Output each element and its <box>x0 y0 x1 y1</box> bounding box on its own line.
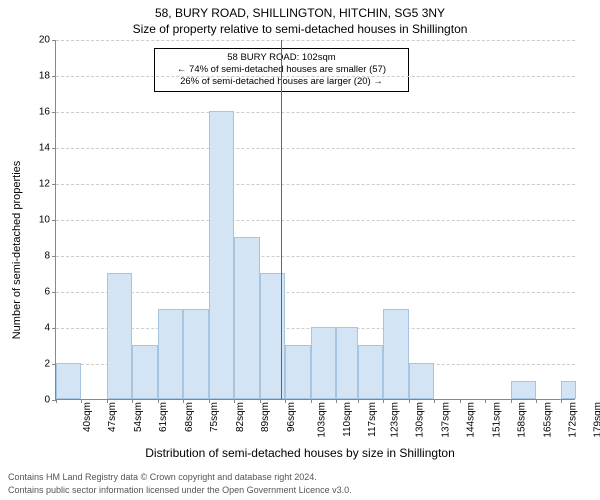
y-tick-mark <box>52 292 56 293</box>
x-tick-label: 82sqm <box>235 402 246 432</box>
histogram-bar <box>107 273 132 399</box>
x-tick-mark <box>511 399 512 403</box>
grid-line <box>56 184 575 185</box>
y-tick-mark <box>52 148 56 149</box>
x-tick-mark <box>311 399 312 403</box>
x-tick-mark <box>132 399 133 403</box>
histogram-bar <box>336 327 358 399</box>
y-tick-mark <box>52 112 56 113</box>
marker-line <box>281 40 282 399</box>
y-tick-label: 20 <box>39 35 50 46</box>
x-tick-mark <box>409 399 410 403</box>
y-tick-label: 2 <box>44 359 50 370</box>
x-tick-mark <box>107 399 108 403</box>
x-tick-label: 165sqm <box>542 402 553 438</box>
y-tick-label: 18 <box>39 71 50 82</box>
histogram-bar <box>183 309 208 399</box>
histogram-bar <box>358 345 383 399</box>
histogram-bar <box>158 309 183 399</box>
x-tick-label: 103sqm <box>317 402 328 438</box>
y-tick-mark <box>52 76 56 77</box>
y-tick-label: 10 <box>39 215 50 226</box>
histogram-bar <box>511 381 536 399</box>
y-tick-mark <box>52 256 56 257</box>
x-tick-mark <box>383 399 384 403</box>
x-tick-mark <box>434 399 435 403</box>
histogram-bar <box>561 381 576 399</box>
y-tick-label: 16 <box>39 107 50 118</box>
x-tick-mark <box>183 399 184 403</box>
x-tick-label: 75sqm <box>209 402 220 432</box>
x-tick-mark <box>561 399 562 403</box>
x-tick-label: 68sqm <box>184 402 195 432</box>
chart-title-sub: Size of property relative to semi-detach… <box>0 22 600 36</box>
x-tick-label: 96sqm <box>286 402 297 432</box>
grid-line <box>56 220 575 221</box>
x-tick-mark <box>260 399 261 403</box>
y-tick-mark <box>52 40 56 41</box>
x-tick-label: 89sqm <box>260 402 271 432</box>
chart-title-main: 58, BURY ROAD, SHILLINGTON, HITCHIN, SG5… <box>0 6 600 20</box>
x-tick-mark <box>209 399 210 403</box>
x-tick-label: 144sqm <box>466 402 477 438</box>
y-tick-label: 4 <box>44 323 50 334</box>
y-tick-label: 14 <box>39 143 50 154</box>
x-tick-label: 137sqm <box>440 402 451 438</box>
grid-line <box>56 112 575 113</box>
footer-line2: Contains public sector information licen… <box>8 485 352 495</box>
x-tick-label: 40sqm <box>82 402 93 432</box>
y-tick-label: 6 <box>44 287 50 298</box>
x-tick-mark <box>158 399 159 403</box>
x-tick-label: 110sqm <box>341 402 352 437</box>
x-tick-label: 54sqm <box>133 402 144 432</box>
x-tick-label: 158sqm <box>517 402 528 438</box>
grid-line <box>56 148 575 149</box>
x-tick-label: 130sqm <box>415 402 426 438</box>
y-tick-label: 12 <box>39 179 50 190</box>
x-tick-label: 117sqm <box>367 402 378 437</box>
histogram-bar <box>56 363 81 399</box>
x-tick-mark <box>285 399 286 403</box>
y-tick-mark <box>52 220 56 221</box>
x-axis-title: Distribution of semi-detached houses by … <box>0 446 600 460</box>
footer-line1: Contains HM Land Registry data © Crown c… <box>8 472 317 482</box>
x-tick-label: 172sqm <box>568 402 579 438</box>
plot-area: 58 BURY ROAD: 102sqm ← 74% of semi-detac… <box>55 40 575 400</box>
histogram-bar <box>132 345 157 399</box>
x-tick-mark <box>485 399 486 403</box>
y-tick-label: 0 <box>44 395 50 406</box>
x-tick-label: 61sqm <box>158 402 169 432</box>
x-tick-mark <box>81 399 82 403</box>
grid-line <box>56 40 575 41</box>
x-tick-mark <box>536 399 537 403</box>
histogram-bar <box>409 363 434 399</box>
x-tick-mark <box>336 399 337 403</box>
grid-line <box>56 76 575 77</box>
x-tick-label: 47sqm <box>107 402 118 432</box>
x-tick-mark <box>56 399 57 403</box>
y-tick-mark <box>52 184 56 185</box>
x-tick-mark <box>460 399 461 403</box>
histogram-bar <box>285 345 310 399</box>
chart-container: 58, BURY ROAD, SHILLINGTON, HITCHIN, SG5… <box>0 0 600 500</box>
x-tick-label: 151sqm <box>491 402 502 438</box>
y-tick-mark <box>52 328 56 329</box>
histogram-bar <box>383 309 408 399</box>
grid-line <box>56 292 575 293</box>
histogram-bar <box>234 237 259 399</box>
x-tick-mark <box>234 399 235 403</box>
grid-line <box>56 256 575 257</box>
x-tick-label: 123sqm <box>389 402 400 438</box>
y-axis-label: Number of semi-detached properties <box>11 120 23 380</box>
histogram-bar <box>311 327 336 399</box>
x-tick-label: 179sqm <box>593 402 600 438</box>
x-tick-mark <box>358 399 359 403</box>
histogram-bar <box>209 111 234 399</box>
y-tick-label: 8 <box>44 251 50 262</box>
